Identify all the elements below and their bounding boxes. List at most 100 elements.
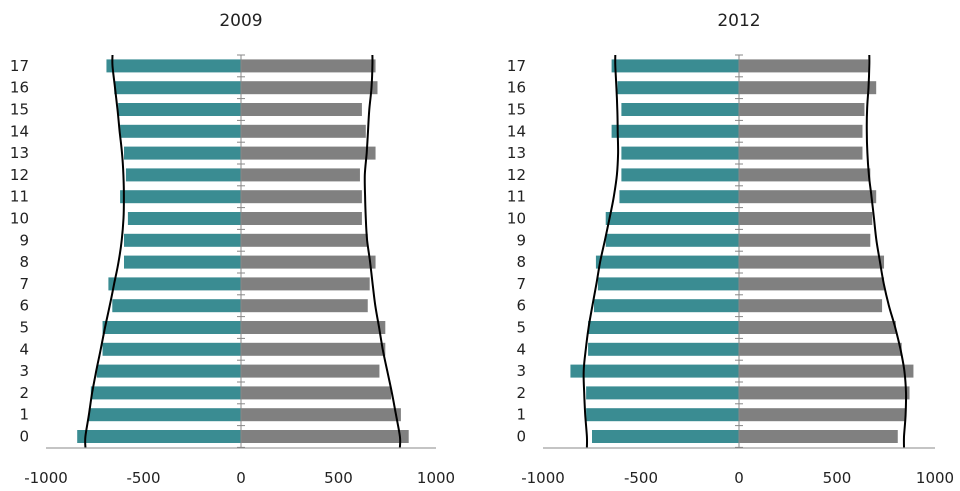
- bar-positive-7: [739, 277, 885, 291]
- bar-negative-16: [617, 81, 739, 95]
- bar-negative-2: [586, 386, 739, 400]
- category-label-4: 4: [516, 340, 526, 358]
- bar-positive-9: [739, 233, 871, 247]
- chart-title: 2012: [717, 11, 760, 31]
- chart-title: 2009: [219, 11, 262, 31]
- bar-positive-5: [739, 321, 896, 334]
- bar-positive-6: [241, 299, 368, 313]
- bar-negative-7: [597, 277, 739, 291]
- bar-negative-1: [88, 408, 242, 422]
- bar-negative-16: [114, 81, 241, 95]
- right-envelope-curve: [363, 54, 402, 448]
- bar-positive-4: [739, 342, 902, 356]
- bar-negative-4: [102, 342, 241, 356]
- category-label-17: 17: [507, 57, 526, 75]
- category-label-2: 2: [19, 384, 29, 402]
- bar-negative-2: [90, 386, 241, 400]
- x-tick-label: -500: [624, 469, 658, 487]
- category-label-16: 16: [507, 79, 526, 97]
- bar-negative-11: [619, 190, 739, 204]
- x-tick-label: 500: [324, 469, 353, 487]
- category-label-5: 5: [19, 319, 29, 337]
- x-tick-label: -1000: [521, 469, 565, 487]
- bar-positive-2: [241, 386, 392, 400]
- bar-positive-14: [739, 124, 863, 138]
- bar-negative-7: [108, 277, 242, 291]
- bar-positive-0: [739, 430, 898, 443]
- category-label-14: 14: [507, 122, 526, 140]
- bar-positive-17: [241, 59, 376, 73]
- bar-negative-9: [605, 233, 739, 247]
- bar-positive-8: [739, 255, 885, 269]
- category-label-9: 9: [516, 231, 526, 249]
- category-label-9: 9: [19, 231, 29, 249]
- bar-positive-3: [241, 364, 380, 378]
- category-label-13: 13: [507, 144, 526, 162]
- category-label-15: 15: [507, 101, 526, 119]
- bar-positive-7: [241, 277, 370, 291]
- category-label-5: 5: [516, 319, 526, 337]
- category-label-0: 0: [19, 428, 29, 446]
- bar-negative-14: [611, 124, 739, 138]
- category-label-3: 3: [516, 362, 526, 380]
- category-label-14: 14: [10, 122, 29, 140]
- x-tick-label: 0: [236, 469, 246, 487]
- bar-positive-16: [739, 81, 877, 95]
- bar-negative-14: [120, 124, 241, 138]
- bar-negative-1: [586, 408, 739, 422]
- bar-positive-2: [739, 386, 910, 400]
- bar-positive-1: [739, 408, 906, 422]
- bar-negative-3: [96, 364, 241, 378]
- category-label-16: 16: [10, 79, 29, 97]
- category-label-8: 8: [19, 253, 29, 271]
- x-tick-label: 0: [734, 469, 744, 487]
- bar-negative-12: [621, 168, 739, 182]
- category-label-1: 1: [19, 406, 29, 424]
- category-label-6: 6: [516, 297, 526, 315]
- bar-negative-5: [102, 321, 241, 334]
- category-label-4: 4: [19, 340, 29, 358]
- bar-negative-6: [593, 299, 739, 313]
- bar-negative-10: [605, 212, 739, 225]
- category-label-10: 10: [10, 210, 29, 228]
- bar-positive-12: [241, 168, 360, 182]
- bar-positive-4: [241, 342, 386, 356]
- category-label-1: 1: [516, 406, 526, 424]
- category-label-13: 13: [10, 144, 29, 162]
- bar-negative-17: [611, 59, 739, 73]
- bar-positive-17: [739, 59, 869, 73]
- left-envelope-curve: [582, 54, 620, 448]
- bar-negative-5: [588, 321, 739, 334]
- bar-negative-3: [570, 364, 739, 378]
- bar-positive-0: [241, 430, 409, 443]
- bar-negative-6: [112, 299, 241, 313]
- x-tick-label: 500: [823, 469, 852, 487]
- category-label-7: 7: [516, 275, 526, 293]
- right-envelope-curve: [865, 54, 908, 448]
- bar-negative-8: [595, 255, 739, 269]
- x-tick-label: -1000: [24, 469, 68, 487]
- bar-negative-15: [118, 103, 241, 116]
- bar-positive-14: [241, 124, 366, 138]
- bar-positive-8: [241, 255, 376, 269]
- bar-positive-10: [241, 212, 362, 225]
- bar-positive-12: [739, 168, 871, 182]
- bar-negative-13: [621, 146, 739, 160]
- category-label-2: 2: [516, 384, 526, 402]
- bar-negative-8: [124, 255, 241, 269]
- category-label-12: 12: [507, 166, 526, 184]
- bar-negative-9: [124, 233, 241, 247]
- category-label-7: 7: [19, 275, 29, 293]
- bar-negative-12: [125, 168, 241, 182]
- bar-positive-15: [241, 103, 362, 116]
- bar-negative-11: [120, 190, 241, 204]
- bar-negative-10: [127, 212, 241, 225]
- bar-positive-11: [241, 190, 362, 204]
- bar-positive-13: [739, 146, 863, 160]
- bar-negative-13: [124, 146, 241, 160]
- bar-positive-11: [739, 190, 877, 204]
- category-label-11: 11: [507, 188, 526, 206]
- x-tick-label: 1000: [417, 469, 455, 487]
